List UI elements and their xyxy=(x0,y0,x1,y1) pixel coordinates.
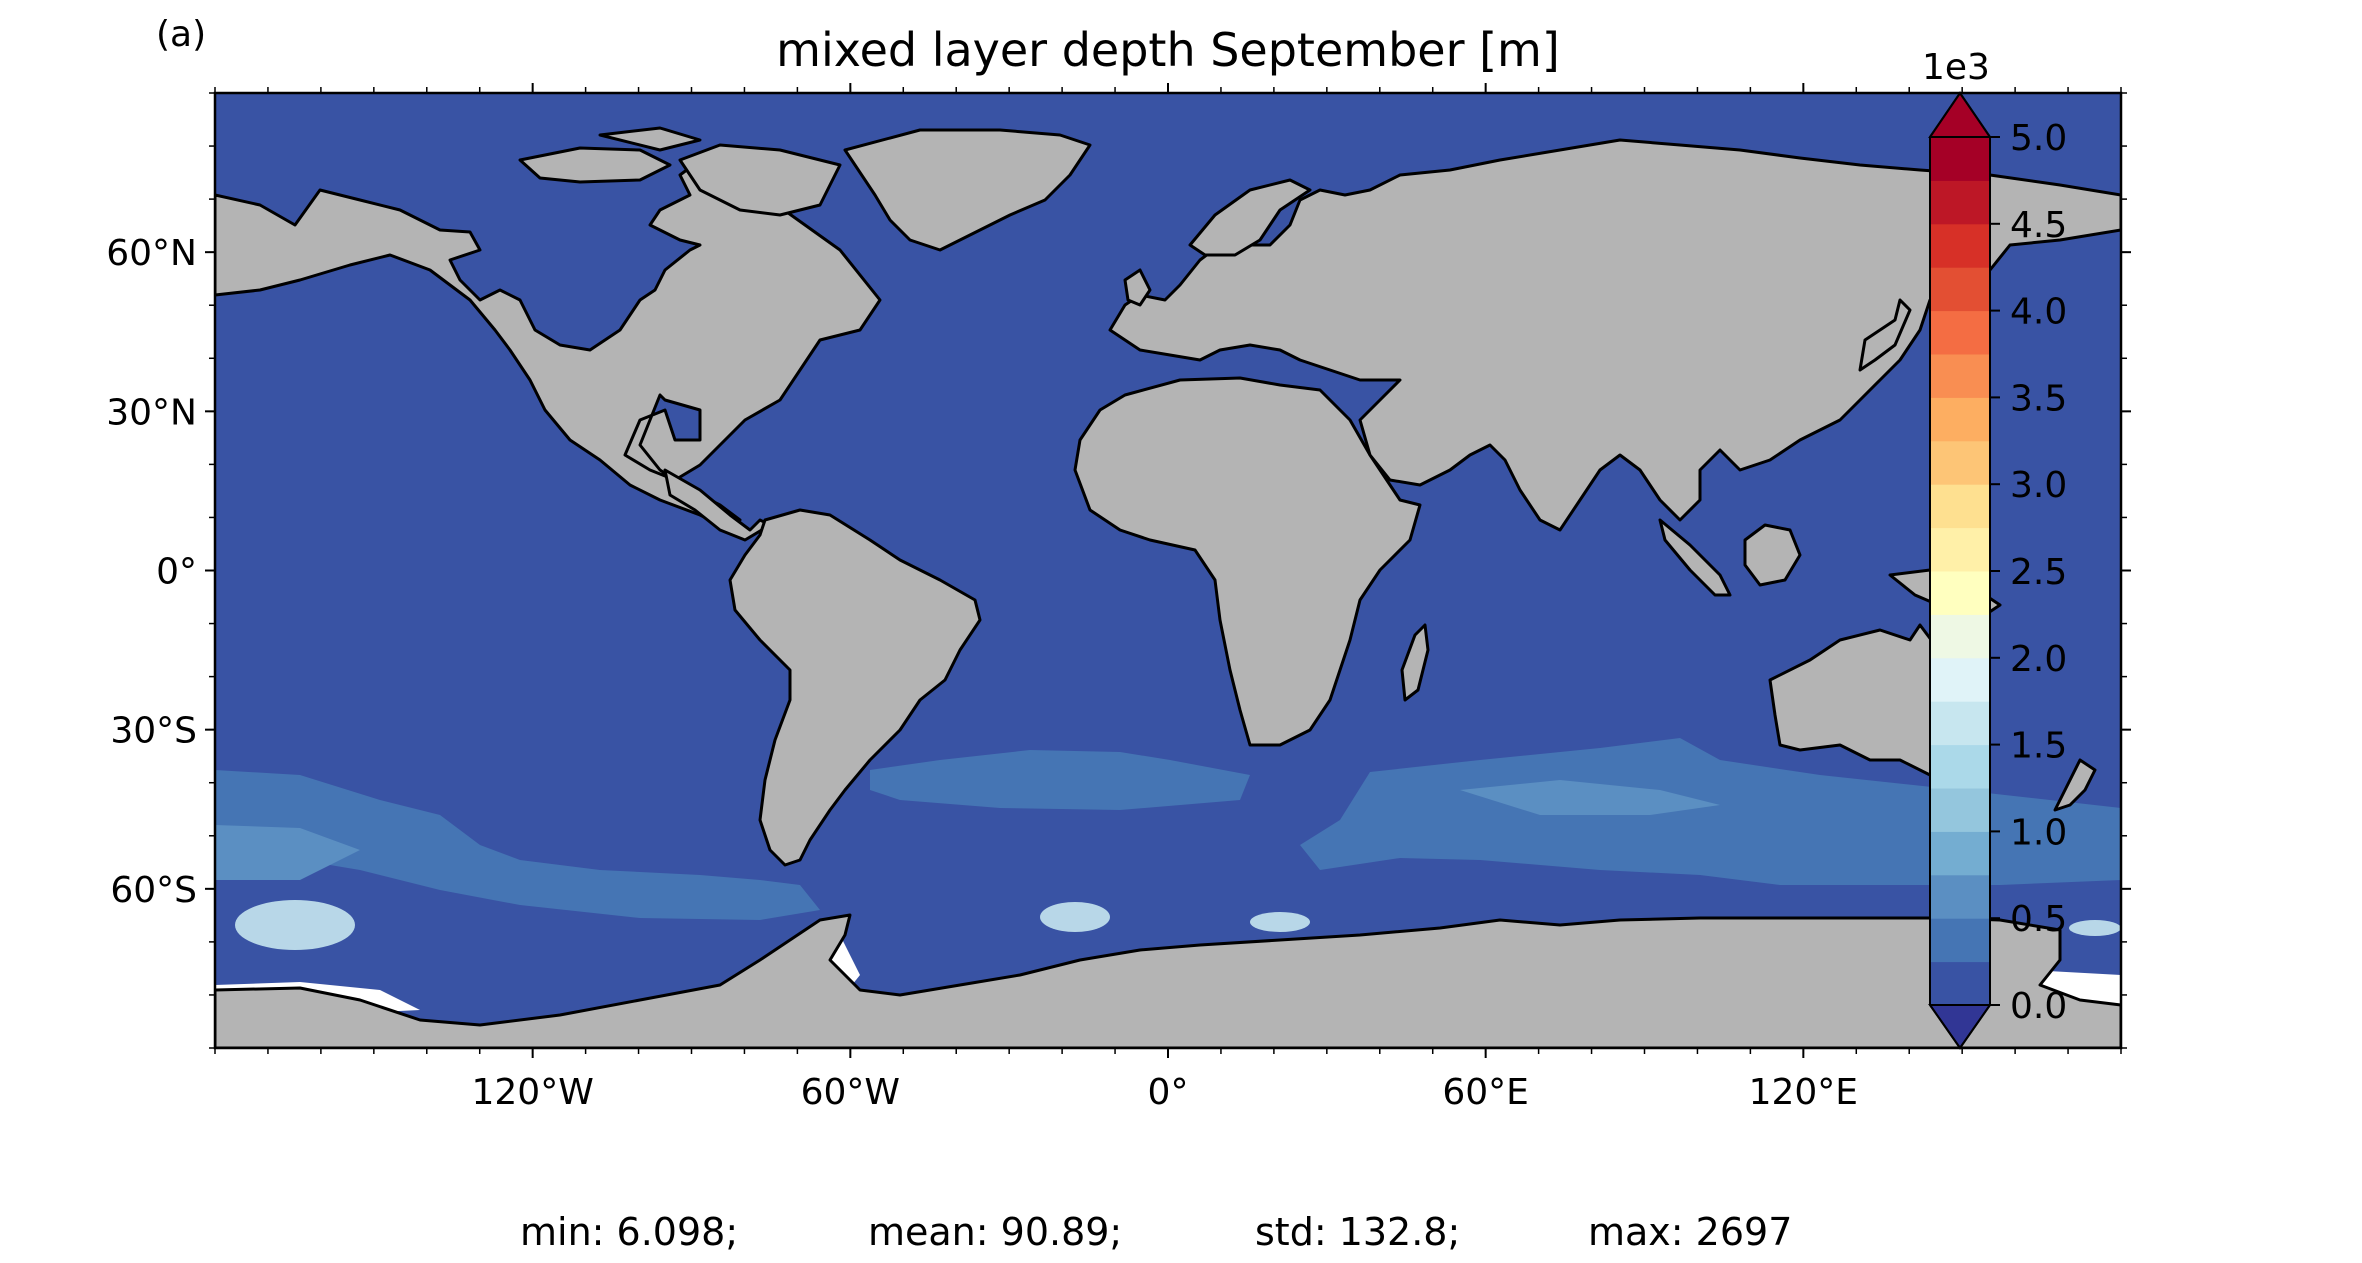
y-tick-label: 60°N xyxy=(106,233,197,274)
land-antarctica xyxy=(215,913,2121,1048)
deep-spot-weddell xyxy=(1040,902,1110,932)
colorbar-tick-label: 5.0 xyxy=(2010,118,2067,159)
colorbar-segments xyxy=(1930,137,1990,1006)
southern-band-pacific-west xyxy=(215,825,360,880)
colorbar-segment xyxy=(1930,961,1990,1006)
minor-ticks xyxy=(209,87,2127,1054)
colorbar-tick-label: 4.5 xyxy=(2010,205,2067,246)
land-borneo xyxy=(1743,523,1802,587)
continents xyxy=(215,126,2121,1048)
y-tick-label: 0° xyxy=(156,552,197,593)
land-north-america xyxy=(215,158,882,532)
colorbar-segment xyxy=(1930,180,1990,225)
mixed-layer-bands xyxy=(215,738,2121,920)
y-tick-label: 60°S xyxy=(110,870,197,911)
southern-band-pacific xyxy=(215,770,820,920)
x-tick-label: 60°E xyxy=(1442,1072,1529,1113)
southern-band-indian-edge xyxy=(1460,780,1720,815)
deep-spot-east-antarctic xyxy=(2069,920,2121,936)
colorbar-tick-label: 0.0 xyxy=(2010,986,2067,1027)
colorbar-tick-label: 2.0 xyxy=(2010,639,2067,680)
statistics: min: 6.098; mean: 90.89; std: 132.8; max… xyxy=(520,1210,1792,1254)
colorbar-tick-label: 3.5 xyxy=(2010,378,2067,419)
colorbar-segment xyxy=(1930,874,1990,919)
map-title: mixed layer depth September [m] xyxy=(776,23,1560,77)
land-british-isles xyxy=(1123,268,1152,307)
colorbar-tick-label: 4.0 xyxy=(2010,292,2067,333)
land-africa xyxy=(1073,376,1422,747)
colorbar-segment xyxy=(1930,354,1990,398)
colorbar-ticks: 5.0 4.5 4.0 3.5 3.0 2.5 2.0 1.5 1.0 0.5 0.0 xyxy=(1990,118,2067,1027)
deep-spot-lazarev xyxy=(1250,912,1310,932)
colorbar-segment xyxy=(1930,310,1990,355)
colorbar-multiplier: 1e3 xyxy=(1922,47,1990,88)
stat-std: std: 132.8; xyxy=(1255,1210,1460,1254)
x-tick-label: 120°E xyxy=(1749,1072,1858,1113)
land-greenland xyxy=(843,128,1092,252)
colorbar-tick-label: 2.5 xyxy=(2010,552,2067,593)
colorbar-segment xyxy=(1930,657,1990,702)
land-madagascar xyxy=(1400,623,1430,702)
colorbar-segment xyxy=(1930,918,1990,963)
stat-min: min: 6.098; xyxy=(520,1210,738,1254)
southern-band-atlantic xyxy=(870,750,1250,810)
southern-band-indian xyxy=(1300,738,2121,885)
land-sumatra xyxy=(1658,518,1732,597)
colorbar-segment xyxy=(1930,137,1990,181)
colorbar-segment xyxy=(1930,744,1990,789)
y-tick-label: 30°S xyxy=(110,711,197,752)
colorbar: 1e3 5.0 4.5 4.0 3.5 3.0 2.5 2.0 1.5 1.0 0.5 0.0 xyxy=(1922,47,2067,1050)
panel-label: (a) xyxy=(156,14,206,55)
colorbar-segment xyxy=(1930,614,1990,659)
colorbar-segment xyxy=(1930,831,1990,876)
land-baffin xyxy=(678,143,842,217)
colorbar-segment xyxy=(1930,484,1990,529)
colorbar-segment xyxy=(1930,788,1990,832)
y-tick-label: 30°N xyxy=(106,392,197,433)
land-new-zealand xyxy=(2053,758,2097,812)
colorbar-segment xyxy=(1930,223,1990,268)
x-axis-ticks: 120°W 60°W 0° 60°E 120°E xyxy=(472,83,1858,1113)
deep-convection-spots xyxy=(235,900,2121,950)
land-japan xyxy=(1858,298,1912,372)
deep-spot-ross xyxy=(235,900,355,950)
x-tick-label: 120°W xyxy=(472,1072,594,1113)
colorbar-segment xyxy=(1930,571,1990,615)
x-tick-label: 60°W xyxy=(801,1072,900,1113)
colorbar-tick-label: 1.5 xyxy=(2010,726,2067,767)
colorbar-segment xyxy=(1930,397,1990,442)
colorbar-tick-label: 1.0 xyxy=(2010,812,2067,853)
colorbar-segment xyxy=(1930,527,1990,572)
land-arctic-islands xyxy=(518,146,672,184)
land-arctic-islands-2 xyxy=(598,126,702,152)
land-scandinavia xyxy=(1188,178,1312,257)
colorbar-segment xyxy=(1930,440,1990,485)
y-axis-ticks: 60°N 30°N 0° 30°S 60°S xyxy=(106,233,2131,911)
colorbar-segment xyxy=(1930,267,1990,312)
colorbar-tick-label: 0.5 xyxy=(2010,899,2067,940)
colorbar-segment xyxy=(1930,701,1990,746)
land-eurasia xyxy=(1108,138,2121,532)
stat-max: max: 2697 xyxy=(1588,1210,1792,1254)
x-tick-label: 0° xyxy=(1148,1072,1189,1113)
land-south-america xyxy=(728,508,982,867)
map-area xyxy=(215,93,2121,1048)
colorbar-tick-label: 3.0 xyxy=(2010,465,2067,506)
stat-mean: mean: 90.89; xyxy=(868,1210,1122,1254)
